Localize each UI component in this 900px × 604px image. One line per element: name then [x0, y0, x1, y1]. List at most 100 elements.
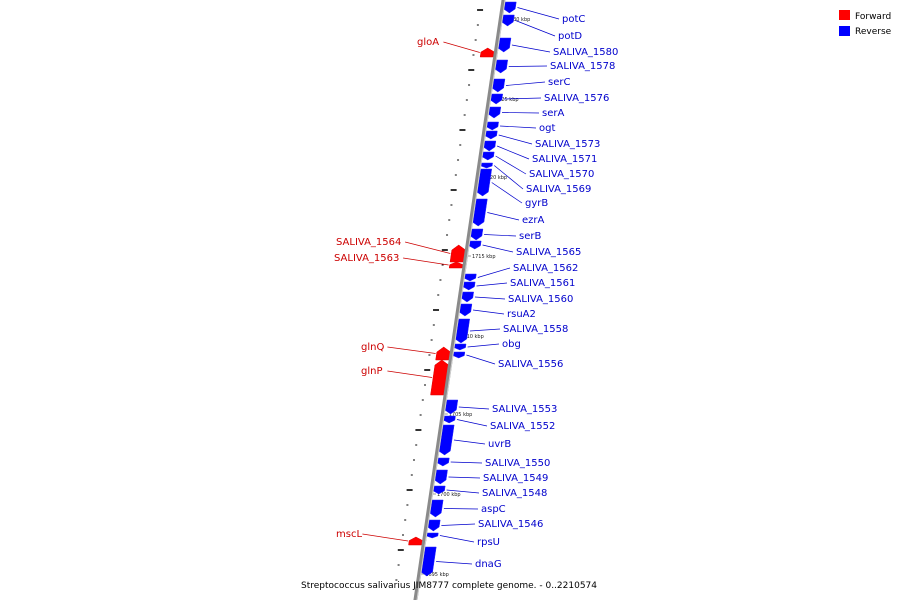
gene-label-saliva-1569[interactable]: SALIVA_1569: [526, 184, 591, 195]
gene-saliva-1556[interactable]: [452, 351, 466, 359]
legend-forward-swatch: [839, 10, 850, 20]
gene-leader-saliva-1556: [466, 354, 496, 365]
gene-serc[interactable]: [491, 78, 506, 93]
gene-label-glnq[interactable]: glnQ: [361, 342, 384, 353]
gene-label-saliva-1565[interactable]: SALIVA_1565: [516, 247, 581, 258]
gene-label-saliva-1556[interactable]: SALIVA_1556: [498, 359, 563, 370]
gene-label-serc[interactable]: serC: [548, 77, 570, 88]
gene-label-saliva-1564[interactable]: SALIVA_1564: [336, 237, 401, 248]
gene-label-sera[interactable]: serA: [542, 108, 564, 119]
gene-label-serb[interactable]: serB: [519, 231, 541, 242]
gene-label-aspc[interactable]: aspC: [481, 504, 506, 515]
gene-leader-ogt: [500, 125, 537, 129]
legend-forward-label: Forward: [855, 12, 891, 22]
gene-label-saliva-1548[interactable]: SALIVA_1548: [482, 488, 547, 499]
gene-rpsu[interactable]: [426, 532, 439, 539]
gene-label-saliva-1552[interactable]: SALIVA_1552: [490, 421, 555, 432]
gene-saliva-1565[interactable]: [468, 240, 482, 250]
gene-leader-saliva-1565: [482, 244, 514, 253]
gene-label-saliva-1562[interactable]: SALIVA_1562: [513, 263, 578, 274]
gene-label-mscl[interactable]: mscL: [336, 529, 362, 540]
gene-leader-aspc: [443, 508, 479, 510]
gene-label-saliva-1570[interactable]: SALIVA_1570: [529, 169, 594, 180]
scale-tick-label-1715: 1715 kbp: [472, 254, 496, 260]
gene-saliva-1562[interactable]: [463, 273, 477, 282]
gene-leader-saliva-1550: [450, 461, 483, 464]
gene-sera[interactable]: [487, 106, 502, 119]
scale-tick-label-1720: 1720 kbp: [484, 175, 508, 181]
gene-leader-saliva-1564: [405, 241, 451, 254]
gene-leader-saliva-1578: [508, 65, 548, 67]
gene-label-saliva-1578[interactable]: SALIVA_1578: [550, 61, 615, 72]
gene-label-potd[interactable]: potD: [558, 31, 582, 42]
gene-label-saliva-1576[interactable]: SALIVA_1576: [544, 93, 609, 104]
gene-features: [408, 1, 517, 577]
map-caption: Streptococcus salivarius JIM8777 complet…: [301, 581, 597, 591]
gene-obg[interactable]: [453, 343, 467, 351]
gene-saliva-1560[interactable]: [460, 291, 474, 303]
gene-label-potc[interactable]: potC: [562, 14, 585, 25]
gene-saliva-1578[interactable]: [494, 59, 509, 74]
scale-tick-label-1705: 1705 kbp: [449, 412, 473, 418]
gene-label-obg[interactable]: obg: [502, 339, 521, 350]
gene-saliva-1561[interactable]: [462, 281, 476, 291]
gene-saliva-1552[interactable]: [443, 415, 456, 424]
gene-label-saliva-1550[interactable]: SALIVA_1550: [485, 458, 550, 469]
gene-glnq[interactable]: [435, 346, 451, 361]
scale-tick-label-1700: 1700 kbp: [437, 492, 461, 498]
gene-saliva-1549[interactable]: [434, 469, 448, 485]
gene-label-saliva-1558[interactable]: SALIVA_1558: [503, 324, 568, 335]
gene-leader-saliva-1580: [511, 44, 551, 53]
gene-leader-saliva-1561: [476, 282, 508, 287]
gene-label-rsua2[interactable]: rsuA2: [507, 309, 536, 320]
gene-leader-glnq: [387, 346, 436, 354]
gene-label-uvrb[interactable]: uvrB: [488, 439, 511, 450]
gene-leader-saliva-1552: [456, 419, 488, 427]
gene-saliva-1546[interactable]: [427, 519, 441, 532]
gene-label-dnag[interactable]: dnaG: [475, 559, 502, 570]
gene-saliva-1564[interactable]: [449, 244, 466, 263]
gene-label-saliva-1563[interactable]: SALIVA_1563: [334, 253, 399, 264]
gene-leader-saliva-1558: [469, 328, 501, 332]
gene-label-saliva-1580[interactable]: SALIVA_1580: [553, 47, 618, 58]
gene-label-saliva-1561[interactable]: SALIVA_1561: [510, 278, 575, 289]
gene-label-saliva-1571[interactable]: SALIVA_1571: [532, 154, 597, 165]
gene-label-saliva-1573[interactable]: SALIVA_1573: [535, 139, 600, 150]
gene-gloa[interactable]: [479, 47, 495, 58]
gene-label-gloa[interactable]: gloA: [417, 37, 439, 48]
gene-ogt[interactable]: [486, 121, 499, 131]
gene-leader-saliva-1562: [477, 267, 511, 278]
gene-glnp[interactable]: [430, 359, 449, 396]
gene-saliva-1580[interactable]: [497, 37, 512, 53]
gene-label-saliva-1549[interactable]: SALIVA_1549: [483, 473, 548, 484]
gene-leader-saliva-1573: [498, 134, 533, 145]
gene-leader-potc: [517, 7, 560, 20]
gene-saliva-1571[interactable]: [483, 140, 497, 152]
legend-reverse-swatch: [839, 26, 850, 36]
gene-leader-dnag: [436, 561, 473, 565]
gene-label-ogt[interactable]: ogt: [539, 123, 555, 134]
gene-leader-saliva-1548: [446, 489, 480, 494]
gene-saliva-1569[interactable]: [480, 162, 493, 169]
gene-serb[interactable]: [470, 228, 484, 241]
gene-label-glnp[interactable]: glnP: [361, 366, 383, 377]
gene-mscl[interactable]: [408, 536, 423, 546]
gene-label-saliva-1546[interactable]: SALIVA_1546: [478, 519, 543, 530]
gene-label-saliva-1560[interactable]: SALIVA_1560: [508, 294, 573, 305]
scale-tick-label-1730: 1730 kbp: [507, 17, 531, 23]
gene-saliva-1570[interactable]: [481, 151, 495, 161]
gene-saliva-1573[interactable]: [484, 130, 498, 140]
gene-saliva-1550[interactable]: [436, 457, 450, 467]
gene-saliva-1563[interactable]: [448, 261, 464, 269]
gene-label-rpsu[interactable]: rpsU: [477, 537, 500, 548]
gene-potd[interactable]: [501, 14, 515, 27]
gene-label-ezra[interactable]: ezrA: [522, 215, 545, 226]
gene-potc[interactable]: [503, 1, 517, 14]
gene-leader-saliva-1560: [474, 296, 506, 300]
gene-rsua2[interactable]: [458, 303, 473, 317]
gene-label-gyrb[interactable]: gyrB: [525, 198, 548, 209]
gene-label-saliva-1553[interactable]: SALIVA_1553: [492, 404, 557, 415]
gene-leader-mscl: [362, 533, 409, 542]
